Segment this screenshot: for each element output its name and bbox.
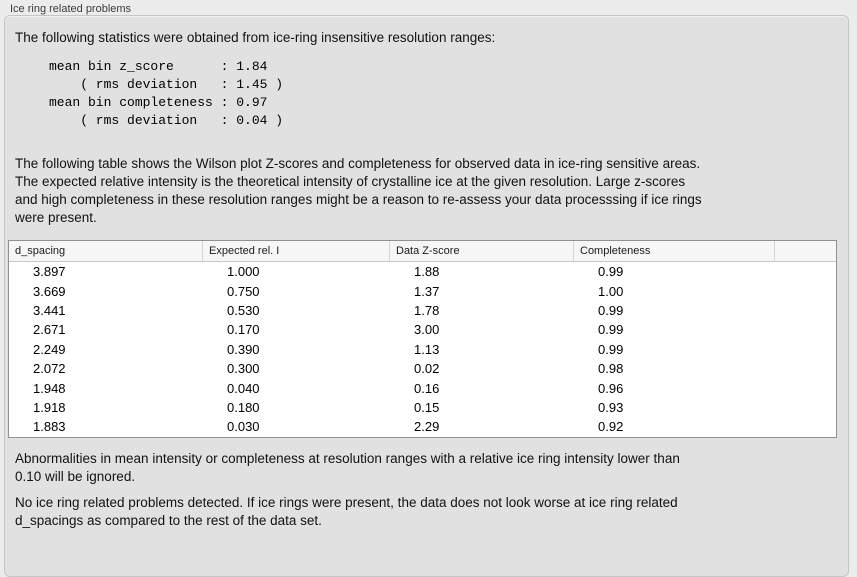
column-header-d-spacing[interactable]: d_spacing bbox=[9, 241, 203, 262]
column-header-expected-i[interactable]: Expected rel. I bbox=[203, 241, 390, 262]
cell-expected-i: 0.390 bbox=[227, 341, 260, 357]
cell-d-spacing: 3.441 bbox=[33, 302, 66, 318]
cell-z-score: 2.29 bbox=[414, 419, 440, 435]
cell-filler bbox=[775, 340, 836, 359]
description-paragraph: The following table shows the Wilson plo… bbox=[15, 156, 702, 225]
cell-filler bbox=[775, 301, 836, 320]
table-row[interactable]: 3.669 0.750 1.37 1.00 bbox=[9, 281, 836, 300]
table-row[interactable]: 1.883 0.030 2.29 0.92 bbox=[9, 417, 836, 436]
ice-ring-panel: The following statistics were obtained f… bbox=[4, 15, 849, 577]
cell-filler bbox=[775, 359, 836, 378]
cell-expected-i: 0.170 bbox=[227, 322, 260, 338]
statistics-block: mean bin z_score : 1.84 ( rms deviation … bbox=[49, 59, 284, 128]
table-row[interactable]: 3.897 1.000 1.88 0.99 bbox=[9, 262, 836, 281]
cell-expected-i: 0.180 bbox=[227, 399, 260, 415]
cell-expected-i: 0.750 bbox=[227, 283, 260, 299]
conclusion-paragraph: No ice ring related problems detected. I… bbox=[15, 495, 678, 528]
cell-completeness: 0.99 bbox=[598, 341, 624, 357]
cell-filler bbox=[775, 398, 836, 417]
cell-completeness: 1.00 bbox=[598, 283, 624, 299]
table-row[interactable]: 2.072 0.300 0.02 0.98 bbox=[9, 359, 836, 378]
cell-z-score: 0.02 bbox=[414, 361, 440, 377]
cell-d-spacing: 2.072 bbox=[33, 361, 66, 377]
cell-filler bbox=[775, 378, 836, 397]
table-row[interactable]: 2.249 0.390 1.13 0.99 bbox=[9, 340, 836, 359]
cell-z-score: 3.00 bbox=[414, 322, 440, 338]
cell-d-spacing: 3.669 bbox=[33, 283, 66, 299]
cell-filler bbox=[775, 417, 836, 436]
cell-z-score: 0.16 bbox=[414, 380, 440, 396]
table-row[interactable]: 1.918 0.180 0.15 0.93 bbox=[9, 398, 836, 417]
cell-completeness: 0.99 bbox=[598, 302, 624, 318]
table-header-row: d_spacing Expected rel. I Data Z-score C… bbox=[9, 241, 836, 262]
cell-expected-i: 0.040 bbox=[227, 380, 260, 396]
cell-z-score: 1.88 bbox=[414, 264, 440, 280]
cell-z-score: 1.78 bbox=[414, 302, 440, 318]
cell-d-spacing: 2.671 bbox=[33, 322, 66, 338]
table-body: 3.897 1.000 1.88 0.99 3.669 0.750 1.37 1… bbox=[9, 262, 836, 437]
cell-expected-i: 0.300 bbox=[227, 361, 260, 377]
column-header-completeness[interactable]: Completeness bbox=[574, 241, 775, 262]
cell-filler bbox=[775, 281, 836, 300]
cell-d-spacing: 3.897 bbox=[33, 264, 66, 280]
cell-completeness: 0.96 bbox=[598, 380, 624, 396]
cell-filler bbox=[775, 262, 836, 281]
cell-completeness: 0.99 bbox=[598, 264, 624, 280]
table-row[interactable]: 1.948 0.040 0.16 0.96 bbox=[9, 378, 836, 397]
cell-expected-i: 1.000 bbox=[227, 264, 260, 280]
cell-completeness: 0.93 bbox=[598, 399, 624, 415]
groupbox-title: Ice ring related problems bbox=[10, 3, 132, 15]
column-header-z-score[interactable]: Data Z-score bbox=[390, 241, 574, 262]
table-row[interactable]: 3.441 0.530 1.78 0.99 bbox=[9, 301, 836, 320]
ignore-note-paragraph: Abnormalities in mean intensity or compl… bbox=[15, 451, 680, 484]
cell-filler bbox=[775, 320, 836, 339]
cell-d-spacing: 1.948 bbox=[33, 380, 66, 396]
cell-d-spacing: 1.883 bbox=[33, 419, 66, 435]
cell-expected-i: 0.030 bbox=[227, 419, 260, 435]
cell-expected-i: 0.530 bbox=[227, 302, 260, 318]
cell-z-score: 0.15 bbox=[414, 399, 440, 415]
cell-d-spacing: 2.249 bbox=[33, 341, 66, 357]
column-header-filler bbox=[775, 241, 836, 262]
ice-ring-table: d_spacing Expected rel. I Data Z-score C… bbox=[8, 240, 837, 438]
cell-completeness: 0.98 bbox=[598, 361, 624, 377]
cell-d-spacing: 1.918 bbox=[33, 399, 66, 415]
cell-z-score: 1.37 bbox=[414, 283, 440, 299]
cell-completeness: 0.92 bbox=[598, 419, 624, 435]
intro-paragraph: The following statistics were obtained f… bbox=[15, 30, 496, 45]
cell-completeness: 0.99 bbox=[598, 322, 624, 338]
cell-z-score: 1.13 bbox=[414, 341, 440, 357]
table-row[interactable]: 2.671 0.170 3.00 0.99 bbox=[9, 320, 836, 339]
